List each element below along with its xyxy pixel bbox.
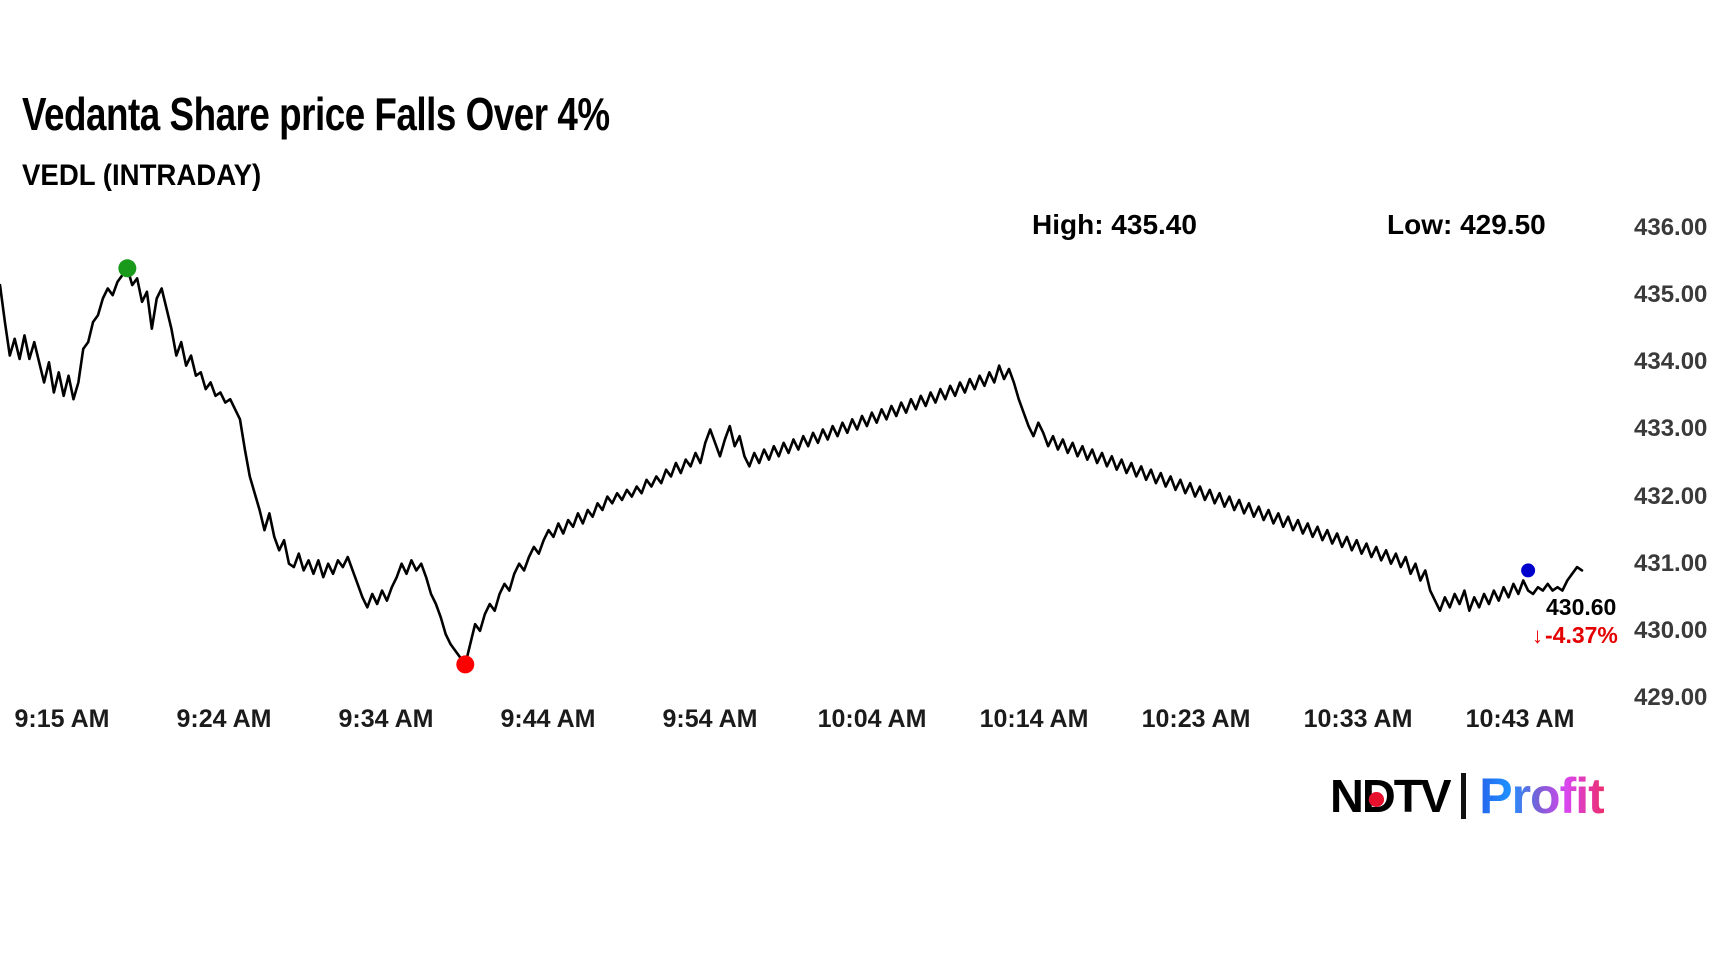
y-axis-tick: 431.00 bbox=[1634, 549, 1708, 577]
price-line-chart bbox=[0, 228, 1622, 698]
high-marker bbox=[118, 259, 137, 278]
x-axis-tick: 9:15 AM bbox=[14, 705, 110, 733]
x-axis-tick: 10:33 AM bbox=[1303, 705, 1413, 733]
y-axis-tick: 434.00 bbox=[1634, 348, 1708, 376]
ndtv-wordmark: NDTV bbox=[1330, 770, 1452, 822]
x-axis-tick: 10:04 AM bbox=[817, 705, 927, 733]
last-marker bbox=[1521, 563, 1536, 578]
low-label: Low: 429.50 bbox=[1387, 209, 1546, 240]
y-axis-tick: 436.00 bbox=[1634, 214, 1708, 241]
low-marker bbox=[456, 655, 475, 674]
y-axis-tick: 430.00 bbox=[1634, 616, 1708, 644]
ndtv-text: NDTV bbox=[1330, 770, 1452, 822]
last-price-label: 430.60 bbox=[1546, 594, 1617, 620]
x-axis-tick: 9:54 AM bbox=[662, 705, 758, 733]
high-label: High: 435.40 bbox=[1032, 209, 1197, 240]
x-axis-tick: 10:14 AM bbox=[979, 705, 1089, 733]
change-value: -4.37% bbox=[1545, 622, 1618, 648]
price-line-svg bbox=[0, 259, 1584, 674]
ndtv-red-dot-icon bbox=[1368, 792, 1385, 807]
x-axis: 9:15 AM 9:24 AM 9:34 AM 9:44 AM 9:54 AM 10:04… bbox=[0, 692, 1622, 744]
x-axis-tick: 10:43 AM bbox=[1465, 705, 1575, 733]
y-axis: 436.00 435.00 434.00 433.00 432.00 431.00 430.… bbox=[1634, 216, 1728, 710]
x-axis-tick: 9:44 AM bbox=[500, 705, 596, 733]
y-axis-tick: 429.00 bbox=[1634, 684, 1708, 711]
page-title: Vedanta Share price Falls Over 4% bbox=[22, 88, 610, 140]
x-axis-tick: 9:24 AM bbox=[176, 705, 272, 733]
x-axis-tick: 9:34 AM bbox=[338, 705, 434, 733]
y-axis-tick: 433.00 bbox=[1634, 415, 1708, 443]
logo-divider bbox=[1461, 773, 1467, 819]
profit-wordmark: Profit bbox=[1479, 768, 1605, 824]
price-line bbox=[0, 266, 1584, 666]
ndtv-profit-logo: NDTV Profit bbox=[1330, 768, 1605, 824]
y-axis-tick: 435.00 bbox=[1634, 281, 1708, 309]
y-axis-tick: 432.00 bbox=[1634, 482, 1708, 510]
chart-subtitle: VEDL (INTRADAY) bbox=[22, 159, 262, 192]
x-axis-tick: 10:23 AM bbox=[1141, 705, 1251, 733]
down-arrow-icon: ↓ bbox=[1532, 623, 1543, 648]
change-percent-label: ↓-4.37% bbox=[1532, 622, 1618, 649]
